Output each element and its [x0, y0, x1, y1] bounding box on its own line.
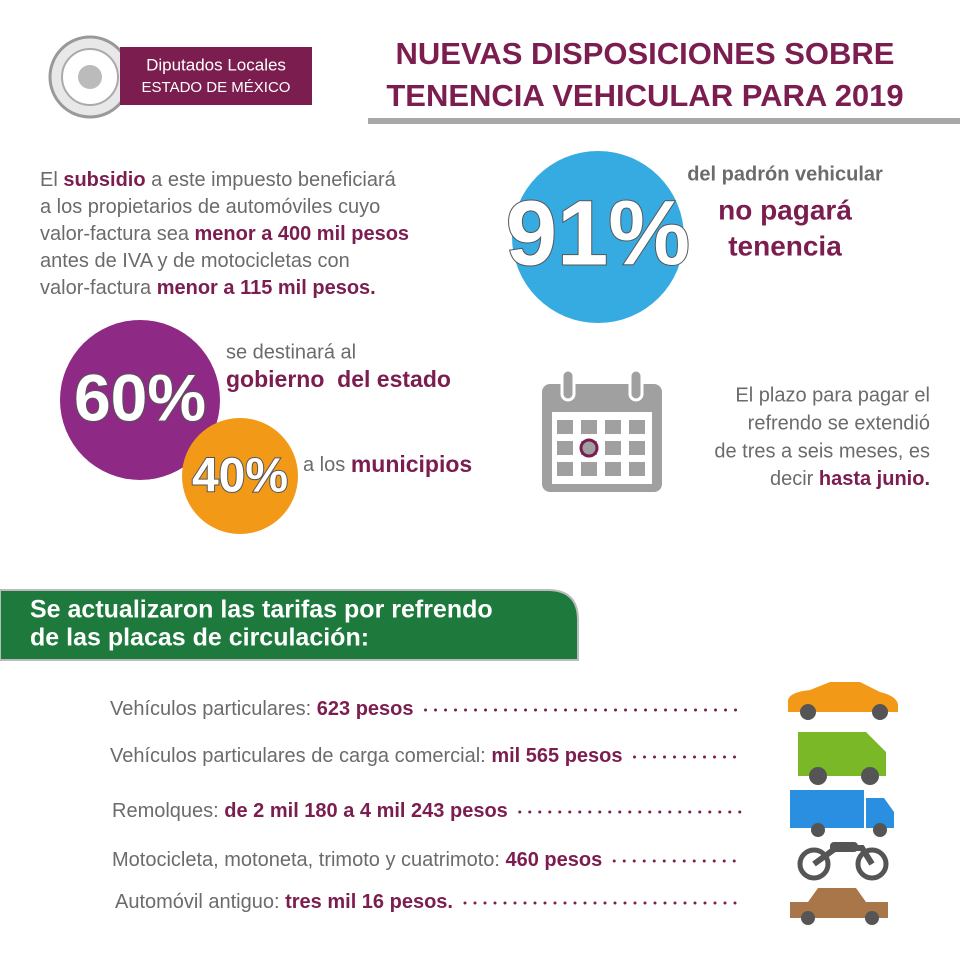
calendar-mark: [579, 438, 599, 458]
tariff-amount: mil 565 pesos: [491, 745, 622, 767]
van-icon: [798, 732, 886, 785]
calendar-cell: [581, 441, 597, 455]
tariff-label: Vehículos particulares de carga comercia…: [110, 745, 491, 767]
percent: 91%: [506, 182, 690, 284]
tariff-row: Motocicleta, motoneta, trimoto y cuatrim…: [112, 849, 602, 871]
tariff-row: Vehículos particulares: 623 pesos: [110, 698, 414, 720]
calendar-cell: [629, 420, 645, 434]
calendar-cell: [581, 420, 597, 434]
tariff-amount: 623 pesos: [317, 698, 414, 720]
calendar-cell: [557, 441, 573, 455]
tariff-row: Remolques: de 2 mil 180 a 4 mil 243 peso…: [112, 800, 508, 822]
percent: 40%: [192, 450, 288, 503]
tariff-label: Vehículos particulares:: [110, 698, 317, 720]
calendar-cell: [605, 420, 621, 434]
paragraph-line: refrendo se extendió: [748, 412, 930, 434]
text-segment: El: [40, 169, 63, 191]
calendar-cell: [557, 420, 573, 434]
title-rule: [368, 118, 960, 124]
tariff-amount: tres mil 16 pesos.: [285, 891, 453, 913]
banner-text: Se actualizaron las tarifas por refrendo: [30, 596, 493, 624]
text-segment: decir: [770, 468, 819, 490]
tariff-amount: 460 pesos: [506, 849, 603, 871]
text: del padrón vehicular: [687, 163, 883, 185]
paragraph-line: valor-factura menor a 115 mil pesos.: [40, 277, 376, 299]
percent: 60%: [74, 360, 206, 434]
text: tenencia: [728, 230, 842, 261]
text-segment: hasta junio.: [819, 468, 930, 490]
tariff-label: Automóvil antiguo:: [115, 891, 285, 913]
calendar-cell: [605, 441, 621, 455]
motorcycle-icon: [797, 842, 889, 881]
banner: [0, 589, 579, 661]
deadline-text: El plazo para pagar el refrendo se extend…: [714, 384, 930, 490]
tariff-row: Automóvil antiguo: tres mil 16 pesos.: [115, 891, 453, 913]
title: NUEVAS DISPOSICIONES SOBRE: [396, 36, 895, 71]
percent-circle: [512, 151, 684, 323]
text: a los: [303, 454, 351, 476]
tariff-label: Motocicleta, motoneta, trimoto y cuatrim…: [112, 849, 506, 871]
text: no pagará: [718, 194, 852, 225]
calendar-cell: [557, 462, 573, 476]
calendar-cell: [629, 462, 645, 476]
calendar-icon: [542, 368, 662, 492]
subsidy-text: El subsidio a este impuesto beneficiaráa…: [40, 169, 409, 299]
tariff-label: Remolques:: [112, 800, 224, 822]
text-segment: valor-factura: [40, 277, 157, 299]
text: municipios: [351, 451, 472, 477]
logo: Diputados Locales ESTADO DE MÉXICO: [48, 35, 312, 119]
car-icon: [788, 682, 898, 720]
tariff-amount: de 2 mil 180 a 4 mil 243 pesos: [224, 800, 508, 822]
calendar-cell: [605, 462, 621, 476]
calendar-cell: [629, 441, 645, 455]
text: a los municipios: [303, 451, 472, 477]
paragraph-line: El plazo para pagar el: [735, 384, 930, 406]
logo-line: ESTADO DE MÉXICO: [142, 79, 291, 96]
truck-icon: [790, 790, 894, 837]
tariff-list: Vehículos particulares: 623 pesosVehícul…: [110, 698, 742, 913]
paragraph-line: antes de IVA y de motocicletas con: [40, 250, 350, 272]
logo-line: Diputados Locales: [146, 55, 286, 74]
text-segment: antes de IVA y de motocicletas con: [40, 250, 350, 272]
text-segment: subsidio: [63, 169, 145, 191]
text: gobierno del estado: [226, 366, 451, 392]
text: se destinará al: [226, 341, 356, 363]
text-segment: valor-factura sea: [40, 223, 195, 245]
tariff-row: Vehículos particulares de carga comercia…: [110, 745, 623, 767]
paragraph-line: decir hasta junio.: [770, 468, 930, 490]
paragraph-line: de tres a seis meses, es: [714, 440, 930, 462]
text-segment: a los propietarios de automóviles cuyo: [40, 196, 380, 218]
paragraph-line: a los propietarios de automóviles cuyo: [40, 196, 380, 218]
calendar-cell: [581, 462, 597, 476]
paragraph-line: El subsidio a este impuesto beneficiará: [40, 169, 397, 191]
title: TENENCIA VEHICULAR PARA 2019: [386, 78, 903, 113]
classic-car-icon: [790, 888, 888, 925]
text-segment: menor a 115 mil pesos.: [157, 277, 376, 299]
banner-text: de las placas de circulación:: [30, 624, 369, 652]
text-segment: menor a 400 mil pesos: [195, 223, 410, 245]
text-segment: a este impuesto beneficiará: [146, 169, 397, 191]
percent-circle: [60, 320, 220, 480]
percent-circle: [182, 418, 298, 534]
paragraph-line: valor-factura sea menor a 400 mil pesos: [40, 223, 409, 245]
